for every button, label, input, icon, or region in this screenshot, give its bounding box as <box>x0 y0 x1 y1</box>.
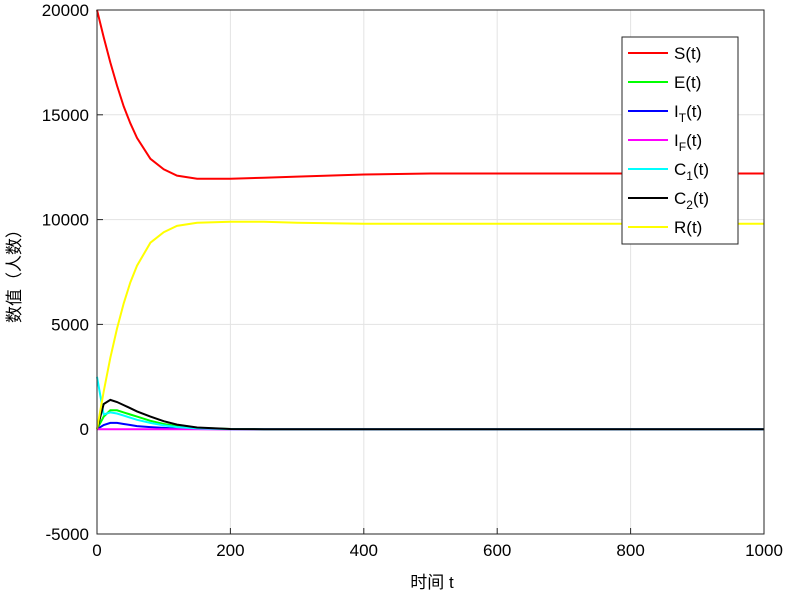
legend: S(t) E(t) IT(t) IF(t) C1(t) C2(t) R(t) <box>621 36 739 245</box>
legend-label: C1(t) <box>674 160 709 183</box>
x-axis-label: 时间 t <box>410 573 454 592</box>
legend-label: IF(t) <box>674 131 702 154</box>
x-tick-label: 1000 <box>745 541 783 560</box>
x-tick-label: 600 <box>483 541 511 560</box>
series-line <box>96 398 764 431</box>
series-line <box>96 220 764 430</box>
y-tick-label: 5000 <box>51 315 89 334</box>
y-tick-label: 20000 <box>42 1 89 20</box>
y-axis-label: 数值（人数） <box>5 221 24 323</box>
x-tick-label: 200 <box>216 541 244 560</box>
legend-box <box>621 36 739 245</box>
plot-frame <box>96 9 765 535</box>
legend-label: S(t) <box>674 44 701 63</box>
y-tick-label: 15000 <box>42 106 89 125</box>
series-line <box>96 9 764 180</box>
x-tick-label: 800 <box>616 541 644 560</box>
x-tick-label: 0 <box>92 541 101 560</box>
x-tick-label: 400 <box>350 541 378 560</box>
y-tick-label: -5000 <box>46 525 89 544</box>
legend-label: IT(t) <box>674 102 702 125</box>
y-tick-label: 10000 <box>42 211 89 230</box>
legend-label: R(t) <box>674 218 702 237</box>
legend-label: E(t) <box>674 73 701 92</box>
legend-label: C2(t) <box>674 189 709 212</box>
y-tick-label: 0 <box>80 420 89 439</box>
